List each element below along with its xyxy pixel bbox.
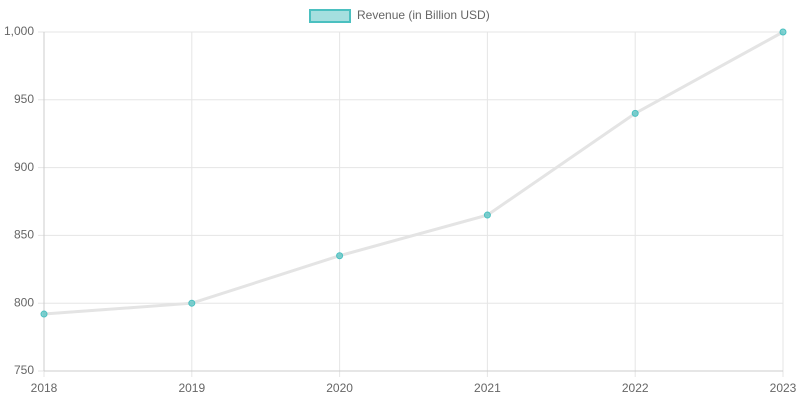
legend-swatch[interactable] xyxy=(309,9,351,23)
x-tick-label: 2018 xyxy=(31,381,58,395)
legend-label[interactable]: Revenue (in Billion USD) xyxy=(357,8,490,22)
x-tick-label: 2022 xyxy=(622,381,649,395)
y-tick-label: 750 xyxy=(14,363,34,377)
y-tick-label: 950 xyxy=(14,92,34,106)
x-tick-label: 2023 xyxy=(770,381,797,395)
point xyxy=(40,310,48,318)
y-tick-label: 800 xyxy=(14,295,34,309)
y-tick-label: 1,000 xyxy=(4,24,34,38)
point xyxy=(779,28,787,36)
x-tick-label: 2019 xyxy=(178,381,205,395)
x-tick-label: 2021 xyxy=(474,381,501,395)
line xyxy=(43,30,784,316)
point xyxy=(336,252,344,260)
point xyxy=(631,109,639,117)
y-tick-label: 850 xyxy=(14,228,34,242)
x-tick-label: 2020 xyxy=(326,381,353,395)
point xyxy=(188,299,196,307)
y-tick-label: 900 xyxy=(14,160,34,174)
point xyxy=(483,211,491,219)
